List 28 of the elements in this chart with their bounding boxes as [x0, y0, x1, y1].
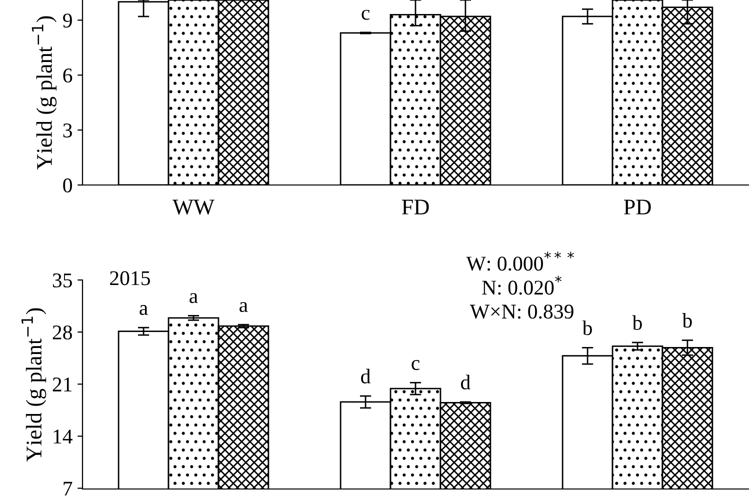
data-label: d [361, 368, 371, 384]
y-axis-title: Yield (g plant$^{−1}$) [32, 16, 57, 170]
x-tick-label: FD [402, 200, 429, 214]
data-label: c [362, 10, 370, 20]
y-axis-title: Yield (g plant$^{−1}$) [22, 308, 46, 462]
data-label: a [190, 293, 198, 304]
x-tick-label: WW [172, 200, 214, 215]
text: W: 0.000$^{***}$ [466, 252, 574, 271]
y-tick-label: 28 [52, 325, 72, 340]
data-label: a [140, 305, 148, 316]
data-label: b [582, 320, 592, 336]
data-label: b [632, 315, 642, 330]
data-label: b [682, 313, 692, 328]
y-tick-label: 35 [52, 273, 72, 288]
annotation: W×N: 0.839 [470, 304, 574, 319]
data-label: a [240, 302, 248, 312]
x-tick-label: PD [624, 200, 651, 214]
y-tick-label: 0 [63, 178, 72, 192]
annotation: 2015 [110, 271, 150, 286]
y-tick-label: 9 [63, 14, 72, 28]
data-label: d [460, 374, 470, 390]
y-tick-label: 3 [63, 123, 72, 138]
y-tick-label: 21 [52, 378, 72, 392]
annotation: N: 0.020$^{*}$ [482, 276, 562, 295]
data-label: c [412, 360, 420, 370]
y-tick-label: 7 [64, 482, 72, 496]
y-tick-label: 6 [63, 68, 72, 83]
y-tick-label: 14 [54, 430, 72, 444]
